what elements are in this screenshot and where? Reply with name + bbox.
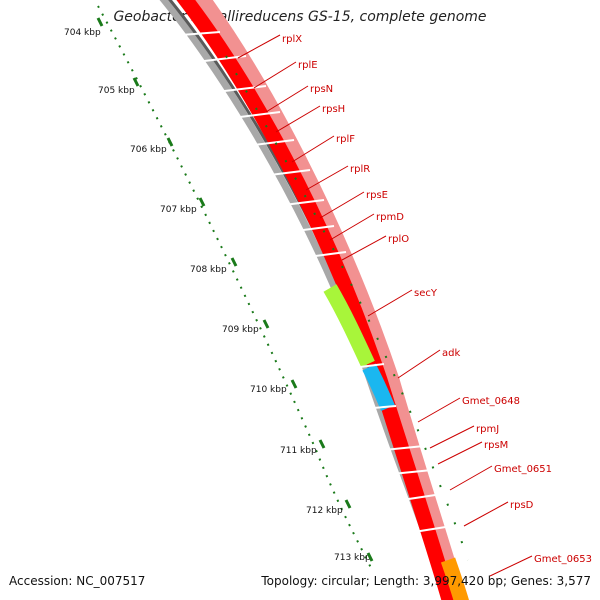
gene-leader-line <box>429 425 475 449</box>
kbp-tick <box>132 77 140 87</box>
gene-label: rpmJ <box>476 424 499 435</box>
kbp-label: 709 kbp <box>222 325 259 335</box>
kbp-label: 710 kbp <box>250 385 287 395</box>
kbp-label: 711 kbp <box>280 446 317 456</box>
pink-feature-track <box>194 0 467 600</box>
kbp-label: 705 kbp <box>98 86 135 96</box>
gene-leader-line <box>237 34 281 59</box>
gene-leader-line <box>367 289 413 317</box>
gene-leader-line <box>437 441 483 465</box>
gene-label: Gmet_0648 <box>462 396 520 407</box>
kbp-tick <box>198 197 206 207</box>
orange-highlight <box>440 557 469 600</box>
gene-leader-line <box>253 61 297 89</box>
kbp-tick <box>230 257 238 267</box>
gene-label: rpsM <box>484 440 508 451</box>
gene-label: rplR <box>350 164 370 175</box>
gene-label: rpsD <box>510 500 534 511</box>
kbp-label: 704 kbp <box>64 28 101 38</box>
kbp-label: 707 kbp <box>160 205 197 215</box>
gene-label: rpsE <box>366 190 388 201</box>
gene-label-group: rplX rplE rpsN rpsH rplF rplR rpsE rpmD rplO secY… <box>237 34 592 577</box>
kbp-tick <box>262 319 270 329</box>
gene-label: secY <box>414 288 438 299</box>
kbp-label-group: 704 kbp 705 kbp 706 kbp 707 kbp 708 kbp 709 k… <box>64 17 374 563</box>
gene-label: Gmet_0651 <box>494 464 552 475</box>
gene-leader-line <box>265 85 309 113</box>
gene-leader-line <box>291 135 335 163</box>
gene-label: rplX <box>282 34 302 45</box>
kbp-tick <box>344 499 352 509</box>
red-gene-track <box>176 0 457 600</box>
gene-leader-line <box>341 235 387 261</box>
gene-leader-line <box>319 191 365 219</box>
gene-label: rplE <box>298 60 318 71</box>
gene-label: rpsN <box>310 84 333 95</box>
gene-label: adk <box>442 348 460 359</box>
gene-leader-line <box>397 349 441 379</box>
genome-backbone-shadow <box>159 0 451 600</box>
kbp-label: 708 kbp <box>190 265 227 275</box>
gene-label: rplF <box>336 134 355 145</box>
gene-leader-line <box>329 213 375 241</box>
kbp-label: 712 kbp <box>306 506 343 516</box>
gene-label: Gmet_0653 <box>534 554 592 565</box>
adk-highlight <box>362 363 395 411</box>
accession-text: Accession: NC_007517 <box>9 574 146 588</box>
gene-label: rplO <box>388 234 409 245</box>
gene-leader-line <box>305 165 349 191</box>
kbp-tick <box>166 137 174 147</box>
gene-leader-line <box>489 555 533 577</box>
gene-leader-line <box>449 465 493 491</box>
kbp-tick <box>290 379 298 389</box>
kbp-tick <box>318 439 326 449</box>
kbp-tick <box>366 552 374 562</box>
gene-label: rpmD <box>376 212 404 223</box>
secY-highlight <box>323 284 375 368</box>
gene-leader-line <box>463 501 509 527</box>
genome-summary-text: Topology: circular; Length: 3,997,420 bp… <box>261 574 591 588</box>
kbp-tick <box>96 17 104 27</box>
gene-leader-line <box>275 105 321 133</box>
gene-leader-line <box>417 397 461 423</box>
kbp-label: 706 kbp <box>130 145 167 155</box>
kbp-label: 713 kbp <box>334 553 371 563</box>
gene-label: rpsH <box>322 104 345 115</box>
